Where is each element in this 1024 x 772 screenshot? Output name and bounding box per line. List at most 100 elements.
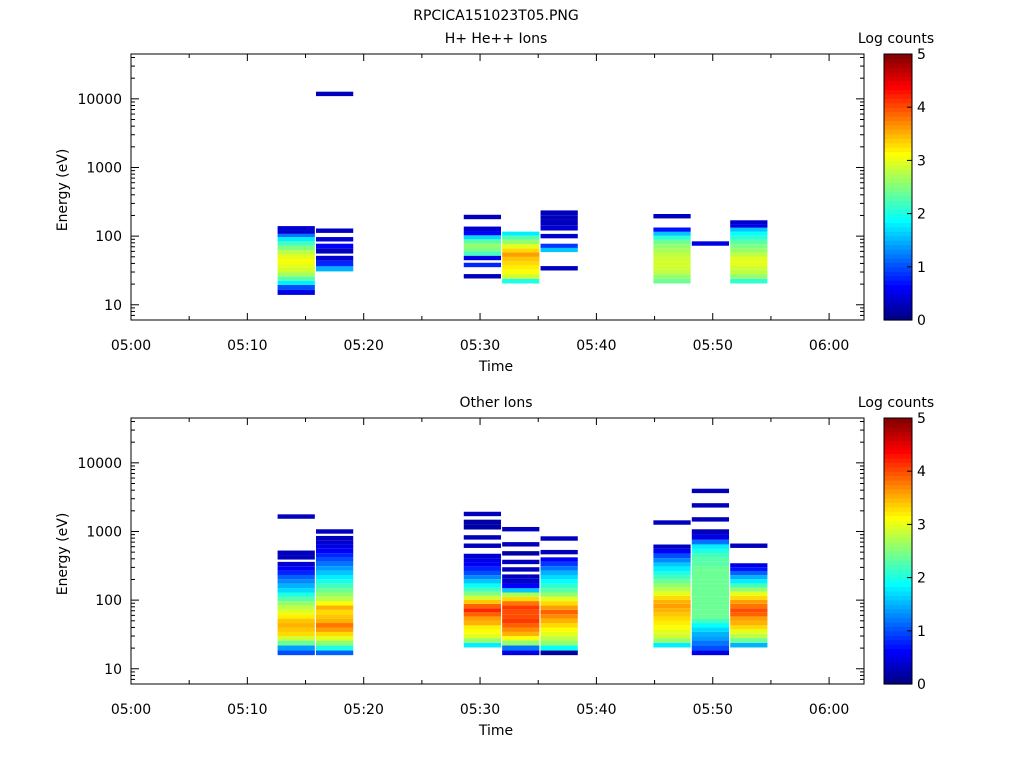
plot-frame xyxy=(130,417,865,685)
heatmap-cell xyxy=(540,549,578,555)
colorbar-segment xyxy=(884,644,912,650)
colorbar-frame xyxy=(883,417,913,685)
heatmap-cell xyxy=(277,623,315,628)
heatmap-cell xyxy=(540,588,578,593)
y-tick-label: 1000 xyxy=(86,160,122,176)
colorbar-segment xyxy=(884,652,912,658)
heatmap-cell xyxy=(502,542,540,547)
heatmap-cell xyxy=(540,566,578,571)
heatmap-cell xyxy=(653,579,691,584)
heatmap-cell xyxy=(540,605,578,610)
heatmap-cell xyxy=(277,245,315,251)
x-tick-label: 05:00 xyxy=(111,702,151,718)
heatmap-cell xyxy=(653,591,691,596)
heatmap-cell xyxy=(316,228,354,233)
heatmap-cell xyxy=(316,605,354,610)
heatmap-cell xyxy=(463,599,501,604)
colorbar-segment xyxy=(884,93,912,99)
heatmap-cell xyxy=(653,642,691,648)
heatmap-cell xyxy=(277,250,315,255)
heatmap-cell xyxy=(691,529,730,535)
colorbar-segment xyxy=(884,475,912,481)
heatmap-cell xyxy=(502,650,540,656)
heatmap-cell xyxy=(653,256,691,262)
colorbar-segment xyxy=(884,253,912,259)
colorbar-segment xyxy=(884,67,912,73)
colorbar-segment xyxy=(884,586,912,592)
colorbar-segment xyxy=(884,555,912,561)
heatmap-cell xyxy=(316,255,354,261)
y-tick-label: 100 xyxy=(95,593,122,609)
heatmap-cell xyxy=(463,251,501,256)
heatmap-cell xyxy=(316,91,354,97)
colorbar-segment xyxy=(884,71,912,77)
colorbar-segment xyxy=(884,431,912,437)
heatmap-cell xyxy=(502,631,540,637)
heatmap-cell xyxy=(730,220,768,225)
heatmap-cell xyxy=(277,631,315,637)
colorbar-segment xyxy=(884,116,912,122)
heatmap-cell xyxy=(653,620,691,626)
heatmap-cell xyxy=(691,574,730,580)
colorbar-segment xyxy=(884,120,912,126)
colorbar-segment xyxy=(884,288,912,294)
colorbar-segment xyxy=(884,275,912,281)
y-axis-label: Energy (eV) xyxy=(55,149,71,232)
heatmap-cell xyxy=(691,570,730,575)
heatmap-cell xyxy=(463,243,501,248)
colorbar-segment xyxy=(884,648,912,654)
colorbar-segment xyxy=(884,244,912,250)
heatmap-cell xyxy=(540,219,578,226)
heatmap-cell xyxy=(730,625,768,630)
x-tick-label: 06:00 xyxy=(809,702,849,718)
panel-other-ions: Other Ions Log counts Energy (eV) Time 0… xyxy=(55,395,934,739)
colorbar: 0 1 2 3 4 5 xyxy=(883,411,926,693)
colorbar-tick-label: 1 xyxy=(917,260,926,276)
heatmap-cell xyxy=(691,618,730,624)
colorbar-segment xyxy=(884,284,912,290)
heatmap-cell xyxy=(653,570,691,576)
heatmap-cell xyxy=(653,252,691,257)
heatmap-cell xyxy=(730,587,768,592)
heatmap-cell xyxy=(540,601,578,606)
heatmap-cell xyxy=(730,575,768,580)
heatmap-cell xyxy=(730,603,768,609)
colorbar-segment xyxy=(884,449,912,455)
heatmap-cell xyxy=(540,609,578,615)
heatmap-cell xyxy=(653,239,691,245)
heatmap-cell xyxy=(730,248,768,253)
x-tick-label: 05:30 xyxy=(460,338,500,354)
heatmap-cell xyxy=(502,596,540,602)
heatmap-cell xyxy=(277,596,315,602)
heatmap-cell xyxy=(730,224,768,228)
heatmap-cell xyxy=(502,231,540,236)
heatmap-cell xyxy=(316,631,354,637)
heatmap-cell xyxy=(316,553,354,558)
heatmap-cell xyxy=(502,636,540,641)
colorbar-segment xyxy=(884,542,912,548)
colorbar-segment xyxy=(884,111,912,117)
heatmap-cell xyxy=(277,650,315,656)
heatmap-cell xyxy=(730,638,768,643)
heatmap-cell xyxy=(540,557,578,562)
heatmap-cell xyxy=(502,605,540,610)
colorbar-segment xyxy=(884,129,912,135)
heatmap-cell xyxy=(540,536,578,541)
heatmap-cell xyxy=(730,599,768,604)
heatmap-cell xyxy=(730,591,768,596)
heatmap-cell xyxy=(316,266,354,272)
heatmap-cell xyxy=(653,595,691,600)
heatmap-cell xyxy=(730,620,768,626)
colorbar-segment xyxy=(884,524,912,530)
colorbar-tick-label: 5 xyxy=(917,47,926,63)
plot-frame xyxy=(130,53,865,321)
colorbar-segment xyxy=(884,426,912,432)
colorbar-segment xyxy=(884,178,912,184)
heatmap-cell xyxy=(730,616,768,621)
heatmap-cell xyxy=(277,259,315,264)
colorbar-segment xyxy=(884,231,912,237)
heatmap-cell xyxy=(502,623,540,628)
heatmap-cell xyxy=(540,225,578,231)
heatmap-cell xyxy=(730,278,768,284)
heatmap-cell xyxy=(653,638,691,643)
